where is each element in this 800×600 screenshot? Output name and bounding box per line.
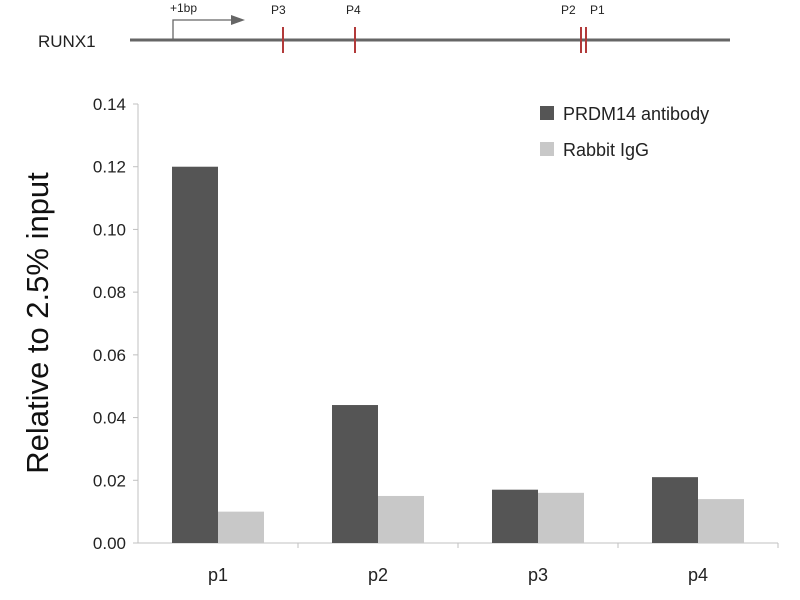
y-tick-label: 0.04 — [93, 409, 126, 428]
x-tick-label: p4 — [688, 565, 708, 585]
bar-p1-series-1 — [172, 166, 218, 543]
bar-p4-series-2 — [698, 499, 744, 543]
site-label-p1: P1 — [590, 3, 605, 17]
bar-chart: Relative to 2.5% input 0.000.020.040.060… — [20, 95, 779, 585]
site-label-p2: P2 — [561, 3, 576, 17]
tss-arrow-icon — [172, 19, 238, 40]
legend-swatch — [540, 106, 554, 120]
x-tick-label: p2 — [368, 565, 388, 585]
bar-p3-series-2 — [538, 492, 584, 543]
legend-label: PRDM14 antibody — [563, 104, 709, 124]
legend: PRDM14 antibody Rabbit IgG — [540, 104, 709, 160]
y-tick-label: 0.00 — [93, 534, 126, 553]
bar-p2-series-2 — [378, 495, 424, 543]
y-axis-label: Relative to 2.5% input — [20, 172, 55, 474]
tss-label: +1bp — [170, 1, 197, 15]
arrowhead-icon — [231, 15, 245, 25]
y-tick-label: 0.02 — [93, 471, 126, 490]
y-tick-label: 0.08 — [93, 283, 126, 302]
legend-label: Rabbit IgG — [563, 140, 649, 160]
gene-label: RUNX1 — [38, 32, 96, 51]
gene-map: RUNX1 +1bp P3 P4 P2 P1 — [38, 1, 730, 53]
axes: 0.00 0.02 0.04 0.06 0.08 0.10 0.12 0.14 p1 p2 p3 p4 — [93, 95, 779, 585]
y-tick-label: 0.10 — [93, 220, 126, 239]
y-tick-label: 0.14 — [93, 95, 126, 114]
x-tick-label: p1 — [208, 565, 228, 585]
bar-p2-series-1 — [332, 405, 378, 543]
legend-swatch — [540, 142, 554, 156]
x-tick-label: p3 — [528, 565, 548, 585]
y-tick-label: 0.06 — [93, 346, 126, 365]
y-tick-label: 0.12 — [93, 158, 126, 177]
site-label-p4: P4 — [346, 3, 361, 17]
site-label-p3: P3 — [271, 3, 286, 17]
bars — [172, 166, 744, 543]
bar-p1-series-2 — [218, 511, 264, 543]
bar-p3-series-1 — [492, 489, 538, 543]
bar-p4-series-1 — [652, 477, 698, 543]
